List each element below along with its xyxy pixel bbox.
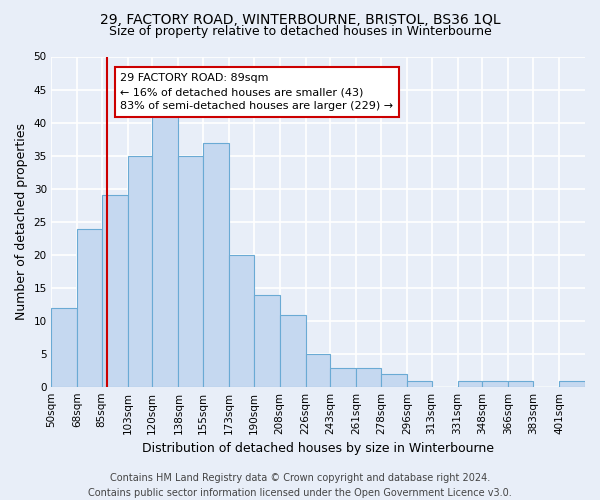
Bar	[203, 142, 229, 388]
Bar	[407, 381, 431, 388]
Bar	[482, 381, 508, 388]
Text: Size of property relative to detached houses in Winterbourne: Size of property relative to detached ho…	[109, 25, 491, 38]
Y-axis label: Number of detached properties: Number of detached properties	[15, 124, 28, 320]
Bar	[330, 368, 356, 388]
Bar	[381, 374, 407, 388]
Text: 29, FACTORY ROAD, WINTERBOURNE, BRISTOL, BS36 1QL: 29, FACTORY ROAD, WINTERBOURNE, BRISTOL,…	[100, 12, 500, 26]
Bar	[280, 314, 305, 388]
Bar	[229, 255, 254, 388]
Bar	[254, 294, 280, 388]
Bar	[356, 368, 381, 388]
Text: 29 FACTORY ROAD: 89sqm
← 16% of detached houses are smaller (43)
83% of semi-det: 29 FACTORY ROAD: 89sqm ← 16% of detached…	[121, 73, 394, 111]
Text: Contains HM Land Registry data © Crown copyright and database right 2024.
Contai: Contains HM Land Registry data © Crown c…	[88, 472, 512, 498]
Bar	[305, 354, 330, 388]
Bar	[458, 381, 482, 388]
Bar	[508, 381, 533, 388]
Bar	[101, 196, 128, 388]
Bar	[51, 308, 77, 388]
Bar	[128, 156, 152, 388]
Bar	[77, 228, 101, 388]
Bar	[178, 156, 203, 388]
Bar	[559, 381, 585, 388]
X-axis label: Distribution of detached houses by size in Winterbourne: Distribution of detached houses by size …	[142, 442, 494, 455]
Bar	[152, 110, 178, 388]
